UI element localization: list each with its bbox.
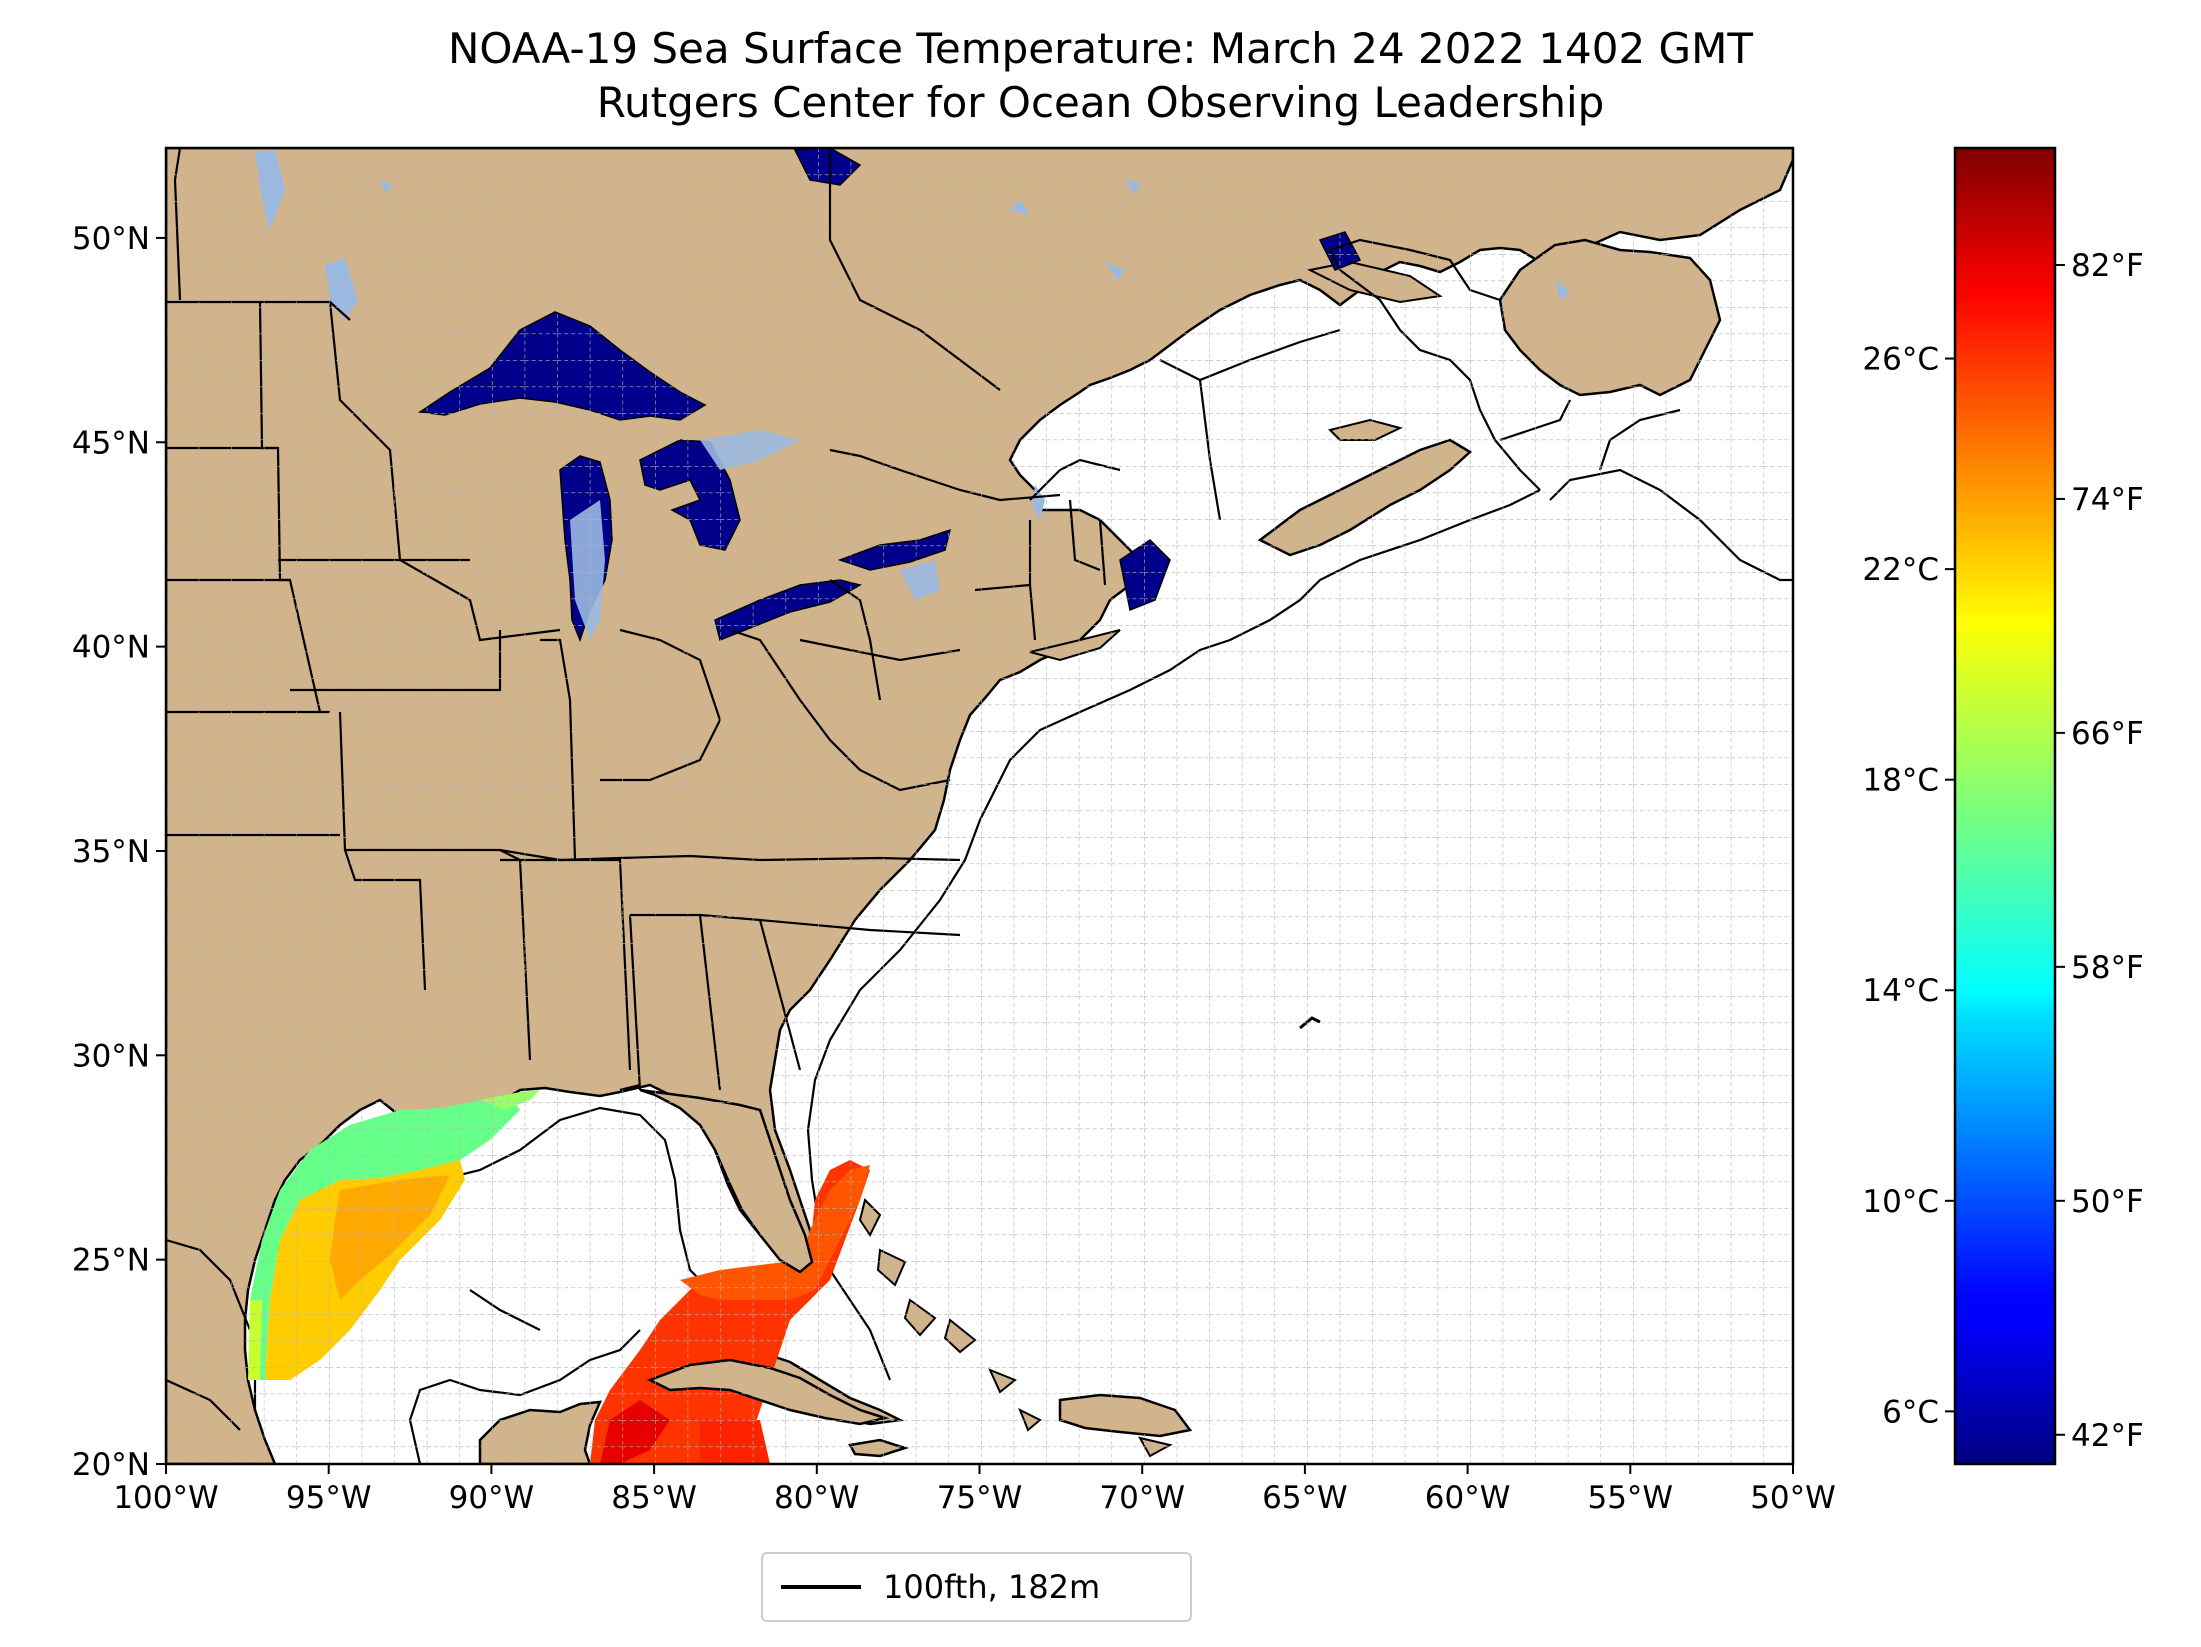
celsius-tick-label: 10°C	[1862, 1184, 1939, 1220]
map-subtitle: Rutgers Center for Ocean Observing Leade…	[596, 78, 1605, 127]
legend-label: 100fth, 182m	[883, 1568, 1101, 1606]
colorbar-fahrenheit-ticks: 42°F 50°F 58°F 66°F 74°F 82°F	[2055, 248, 2144, 1454]
fahrenheit-tick-label: 42°F	[2071, 1418, 2144, 1454]
map-title: NOAA-19 Sea Surface Temperature: March 2…	[448, 24, 1753, 73]
map-gridlines	[166, 148, 1793, 1464]
celsius-tick-label: 26°C	[1862, 342, 1939, 378]
x-tick-label: 75°W	[937, 1480, 1023, 1516]
y-tick-label: 30°N	[72, 1038, 150, 1074]
x-tick-label: 90°W	[449, 1480, 535, 1516]
x-tick-label: 85°W	[611, 1480, 697, 1516]
x-axis-ticks: 100°W 95°W 90°W 85°W 80°W 75°W 70°W 65°W 60°W 55°…	[113, 1464, 1836, 1516]
x-tick-label: 65°W	[1262, 1480, 1348, 1516]
fahrenheit-tick-label: 82°F	[2071, 248, 2144, 284]
x-tick-label: 60°W	[1425, 1480, 1511, 1516]
fahrenheit-tick-label: 66°F	[2071, 716, 2144, 752]
colorbar	[1953, 146, 2057, 1466]
celsius-tick-label: 6°C	[1882, 1394, 1939, 1430]
x-tick-label: 70°W	[1099, 1480, 1185, 1516]
y-axis-ticks: 20°N 25°N 30°N 35°N 40°N 45°N 50°N	[72, 221, 166, 1483]
celsius-tick-label: 14°C	[1862, 973, 1939, 1009]
y-tick-label: 20°N	[72, 1447, 150, 1483]
y-tick-label: 40°N	[72, 630, 150, 666]
x-tick-label: 100°W	[113, 1480, 218, 1516]
fahrenheit-tick-label: 74°F	[2071, 482, 2144, 518]
celsius-tick-label: 18°C	[1862, 763, 1939, 799]
fahrenheit-tick-label: 58°F	[2071, 950, 2144, 986]
x-tick-label: 80°W	[774, 1480, 860, 1516]
x-tick-label: 95°W	[286, 1480, 372, 1516]
legend-isobath-swatch	[781, 1585, 861, 1589]
fahrenheit-tick-label: 50°F	[2071, 1184, 2144, 1220]
y-tick-label: 35°N	[72, 834, 150, 870]
y-tick-label: 25°N	[72, 1243, 150, 1279]
y-tick-label: 50°N	[72, 221, 150, 257]
celsius-tick-label: 22°C	[1862, 552, 1939, 588]
map-area	[166, 148, 1793, 1464]
x-tick-label: 50°W	[1750, 1480, 1836, 1516]
colorbar-celsius-ticks: 6°C 10°C 14°C 18°C 22°C 26°C	[1862, 342, 1955, 1430]
legend: 100fth, 182m	[761, 1552, 1192, 1622]
x-tick-label: 55°W	[1587, 1480, 1673, 1516]
y-tick-label: 45°N	[72, 425, 150, 461]
